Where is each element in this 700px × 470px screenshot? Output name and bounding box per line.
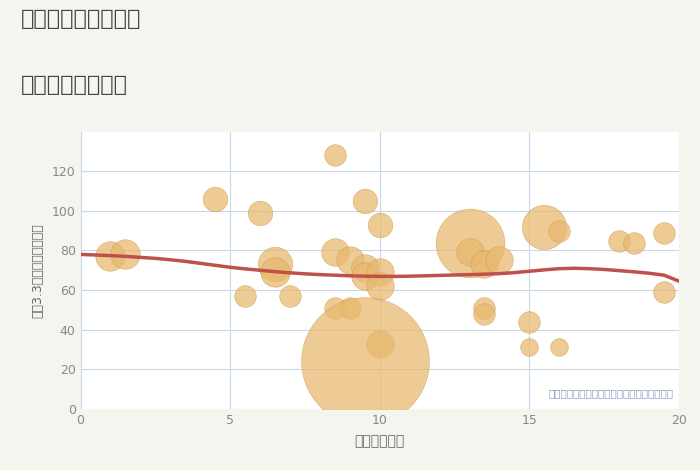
Point bbox=[270, 268, 281, 276]
Text: 駅距離別土地価格: 駅距離別土地価格 bbox=[21, 75, 128, 95]
Point bbox=[284, 292, 295, 300]
Point bbox=[344, 257, 356, 264]
Point bbox=[239, 292, 251, 300]
Point bbox=[479, 310, 490, 318]
Point bbox=[344, 304, 356, 312]
Point bbox=[359, 197, 370, 205]
Point bbox=[329, 304, 340, 312]
Point bbox=[359, 265, 370, 272]
Point bbox=[120, 251, 131, 258]
Point bbox=[659, 288, 670, 296]
Point bbox=[329, 249, 340, 256]
Point bbox=[554, 344, 565, 351]
Y-axis label: 坪（3.3㎡）単価（万円）: 坪（3.3㎡）単価（万円） bbox=[32, 223, 45, 318]
Point bbox=[270, 260, 281, 268]
Point bbox=[464, 249, 475, 256]
Point bbox=[554, 227, 565, 235]
Text: 大阪府茨木市花園の: 大阪府茨木市花園の bbox=[21, 9, 141, 30]
Point bbox=[524, 344, 535, 351]
Point bbox=[494, 257, 505, 264]
Point bbox=[629, 239, 640, 246]
Point bbox=[255, 209, 266, 217]
Point bbox=[374, 268, 385, 276]
Point bbox=[479, 304, 490, 312]
Point bbox=[374, 340, 385, 347]
Point bbox=[374, 221, 385, 228]
Point bbox=[524, 318, 535, 326]
Point bbox=[374, 282, 385, 290]
Point bbox=[659, 229, 670, 236]
Point bbox=[209, 195, 220, 203]
Point bbox=[329, 152, 340, 159]
Point bbox=[359, 273, 370, 280]
Text: 円の大きさは、取引のあった物件面積を示す: 円の大きさは、取引のあった物件面積を示す bbox=[548, 388, 673, 398]
Point bbox=[359, 358, 370, 365]
Point bbox=[539, 223, 550, 230]
X-axis label: 駅距離（分）: 駅距離（分） bbox=[355, 434, 405, 448]
Point bbox=[613, 237, 624, 244]
Point bbox=[464, 239, 475, 246]
Point bbox=[479, 260, 490, 268]
Point bbox=[105, 253, 116, 260]
